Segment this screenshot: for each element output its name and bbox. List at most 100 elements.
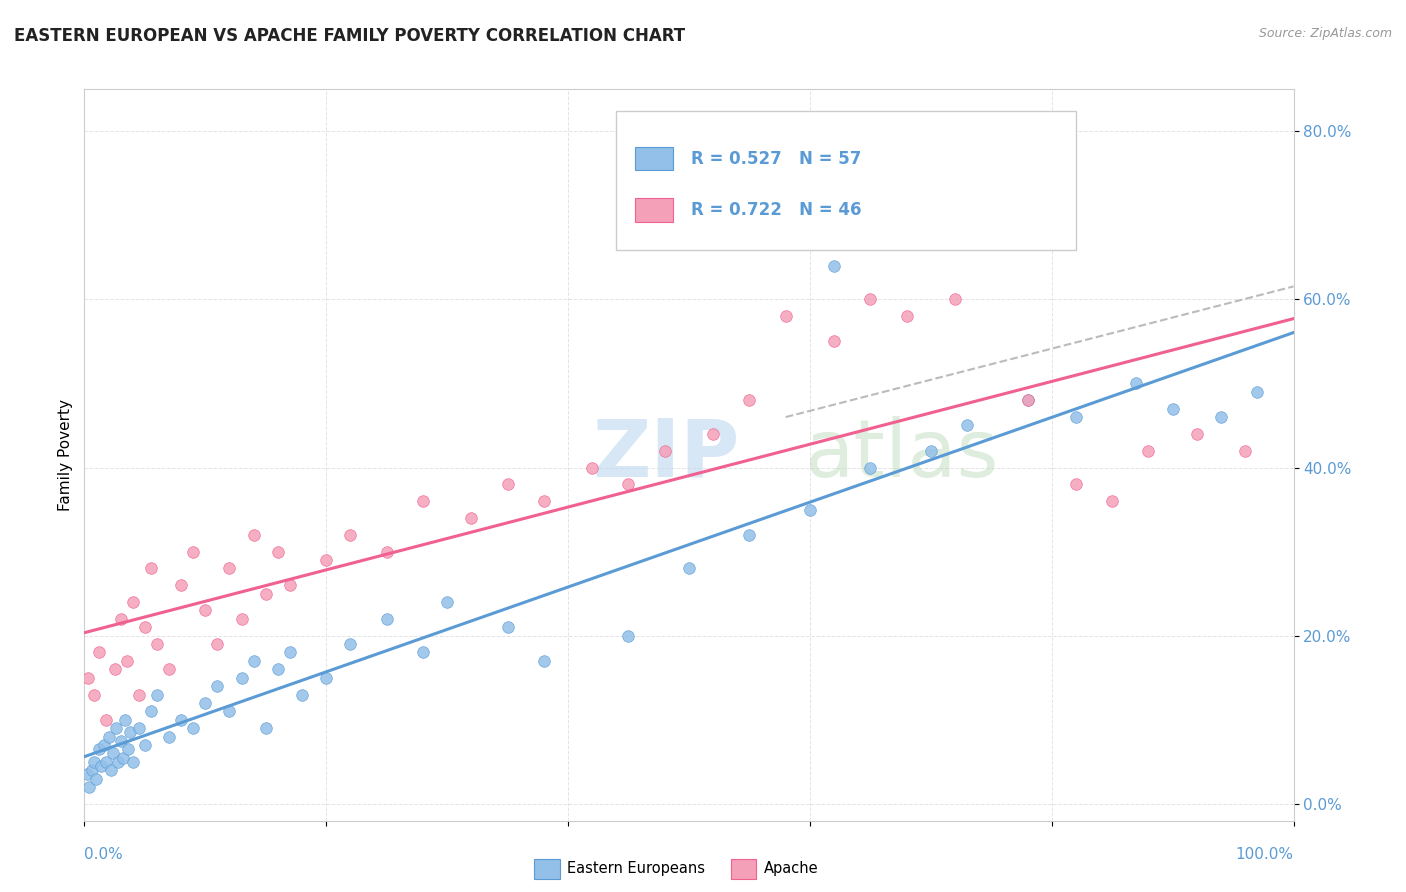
Point [83, 688, 105, 702]
Point [120, 725, 142, 739]
Y-axis label: Family Poverty: Family Poverty [58, 399, 73, 511]
Point [654, 443, 676, 458]
Point [112, 750, 135, 764]
Point [278, 645, 301, 659]
Point [1234, 443, 1257, 458]
Point [1064, 477, 1087, 491]
Point [1017, 393, 1039, 408]
Point [157, 662, 180, 676]
Text: EASTERN EUROPEAN VS APACHE FAMILY POVERTY CORRELATION CHART: EASTERN EUROPEAN VS APACHE FAMILY POVERT… [14, 27, 685, 45]
Point [702, 426, 724, 441]
Text: ZIP: ZIP [592, 416, 740, 494]
Point [738, 393, 761, 408]
Point [93, 738, 115, 752]
Point [94, 755, 117, 769]
Point [121, 595, 143, 609]
Point [375, 612, 398, 626]
Point [90, 759, 112, 773]
Point [254, 587, 277, 601]
Point [181, 544, 204, 558]
Point [956, 418, 979, 433]
Point [920, 443, 942, 458]
Point [859, 293, 882, 307]
Point [77, 780, 100, 794]
FancyBboxPatch shape [616, 112, 1076, 250]
FancyBboxPatch shape [634, 147, 673, 170]
Point [170, 713, 193, 727]
Point [738, 528, 761, 542]
Text: atlas: atlas [804, 416, 998, 494]
Text: Eastern Europeans: Eastern Europeans [567, 862, 704, 876]
Point [291, 688, 314, 702]
Point [339, 528, 361, 542]
Point [267, 662, 290, 676]
Point [170, 578, 193, 592]
Point [1161, 401, 1184, 416]
Point [128, 721, 150, 735]
Point [94, 713, 117, 727]
Point [110, 612, 132, 626]
Point [460, 511, 482, 525]
Point [1137, 443, 1160, 458]
Point [617, 477, 640, 491]
Text: Apache: Apache [763, 862, 818, 876]
Point [87, 645, 110, 659]
Point [103, 747, 125, 761]
Point [896, 309, 918, 323]
Point [146, 637, 169, 651]
Point [128, 688, 150, 702]
Point [207, 679, 229, 693]
Point [1101, 494, 1123, 508]
Text: Source: ZipAtlas.com: Source: ZipAtlas.com [1258, 27, 1392, 40]
Point [581, 460, 603, 475]
Point [218, 561, 240, 575]
Point [1064, 410, 1087, 425]
Point [242, 528, 264, 542]
Point [315, 553, 337, 567]
Point [678, 561, 700, 575]
Point [104, 662, 127, 676]
Point [100, 763, 122, 777]
Point [194, 603, 217, 617]
Point [799, 502, 821, 516]
Point [617, 629, 640, 643]
Point [181, 721, 204, 735]
Point [146, 688, 169, 702]
Point [218, 704, 240, 718]
Point [121, 755, 143, 769]
Point [339, 637, 361, 651]
Point [533, 654, 555, 668]
Point [115, 654, 138, 668]
Point [1209, 410, 1232, 425]
Point [775, 309, 797, 323]
Point [267, 544, 290, 558]
Point [87, 742, 110, 756]
Text: 100.0%: 100.0% [1236, 847, 1294, 863]
Point [1246, 384, 1268, 399]
Point [157, 730, 180, 744]
Point [107, 755, 129, 769]
Point [496, 620, 519, 634]
Point [278, 578, 301, 592]
Point [114, 713, 136, 727]
Point [80, 763, 103, 777]
Point [943, 293, 966, 307]
Point [76, 767, 98, 781]
Point [231, 671, 253, 685]
Point [859, 460, 882, 475]
Point [139, 561, 162, 575]
Point [97, 730, 120, 744]
Point [242, 654, 264, 668]
Point [110, 733, 132, 747]
FancyBboxPatch shape [634, 198, 673, 221]
Point [412, 494, 434, 508]
Point [1125, 376, 1147, 391]
Point [496, 477, 519, 491]
Point [194, 696, 217, 710]
Point [823, 259, 845, 273]
Point [134, 620, 156, 634]
Point [1017, 393, 1039, 408]
Point [139, 704, 162, 718]
Point [77, 671, 100, 685]
Point [207, 637, 229, 651]
